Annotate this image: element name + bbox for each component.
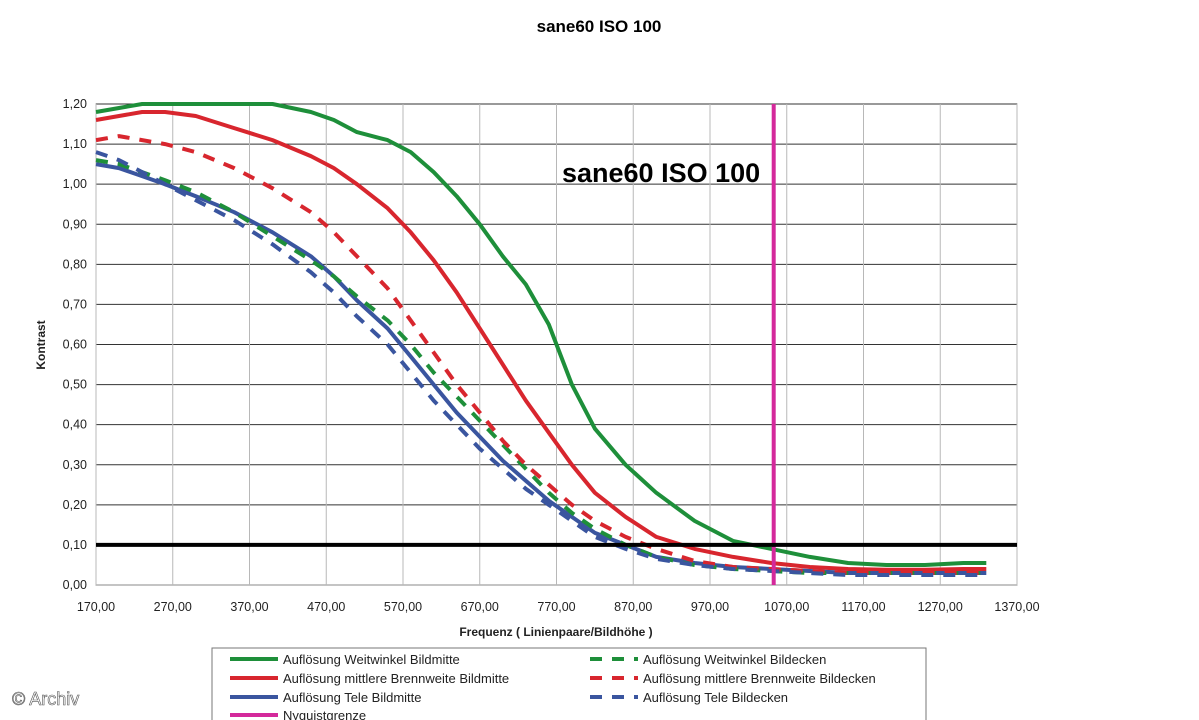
series-5-line [95,150,987,577]
x-tick-label: 1270,00 [918,600,963,614]
x-tick-label: 1170,00 [841,600,885,614]
chart-title: sane60 ISO 100 [537,17,662,36]
legend-label: Auflösung mittlere Brennweite Bildmitte [283,671,509,686]
x-tick-label: 170,00 [77,600,115,614]
y-tick-label: 0,90 [63,217,87,231]
watermark: © Archiv [12,689,79,709]
y-tick-label: 1,10 [63,137,87,151]
y-tick-label: 0,50 [63,378,87,392]
y-tick-label: 0,00 [63,578,87,592]
legend-box [211,647,927,720]
y-tick-label: 0,70 [63,297,87,311]
legend-label: Auflösung Tele Bildmitte [283,690,422,705]
x-tick-label: 870,00 [614,600,652,614]
y-tick-label: 0,10 [63,538,87,552]
x-tick-label: 270,00 [154,600,192,614]
legend-label: Auflösung Weitwinkel Bildecken [643,652,826,667]
y-tick-label: 0,30 [63,458,87,472]
y-tick-label: 0,20 [63,498,87,512]
legend-label: Auflösung Tele Bildecken [643,690,788,705]
inner-title: sane60 ISO 100 [562,158,760,188]
y-axis-label: Kontrast [34,320,48,369]
series-0-line [95,102,987,567]
y-tick-label: 0,40 [63,418,87,432]
legend-label: Nyquistgrenze [283,708,366,720]
legend: Auflösung Weitwinkel Bildmitte Auflösung … [211,647,927,720]
series-4-line [95,134,987,575]
x-tick-label: 670,00 [461,600,499,614]
x-tick-label: 1370,00 [994,600,1039,614]
y-axis-ticks: 0,00 0,10 0,20 0,30 0,40 0,50 0,60 0,70 0,80 0,90… [63,97,87,592]
x-tick-label: 970,00 [691,600,729,614]
x-tick-label: 570,00 [384,600,422,614]
x-axis-label: Frequenz ( Linienpaare/Bildhöhe ) [459,625,652,639]
series-1-line [95,110,987,572]
x-axis-ticks: 170,00 270,00 370,00 470,00 570,00 670,00 770,… [77,600,1040,614]
x-tick-label: 370,00 [230,600,268,614]
y-tick-label: 1,20 [63,97,87,111]
x-tick-label: 1070,00 [764,600,809,614]
plot-area [95,102,1017,585]
x-tick-label: 470,00 [307,600,345,614]
y-tick-label: 0,80 [63,257,87,271]
legend-label: Auflösung Weitwinkel Bildmitte [283,652,460,667]
legend-label: Auflösung mittlere Brennweite Bildecken [643,671,876,686]
y-tick-label: 1,00 [63,177,87,191]
series-2-line [95,162,987,575]
series-3-line [95,158,987,575]
y-tick-label: 0,60 [63,338,87,352]
x-tick-label: 770,00 [537,600,575,614]
